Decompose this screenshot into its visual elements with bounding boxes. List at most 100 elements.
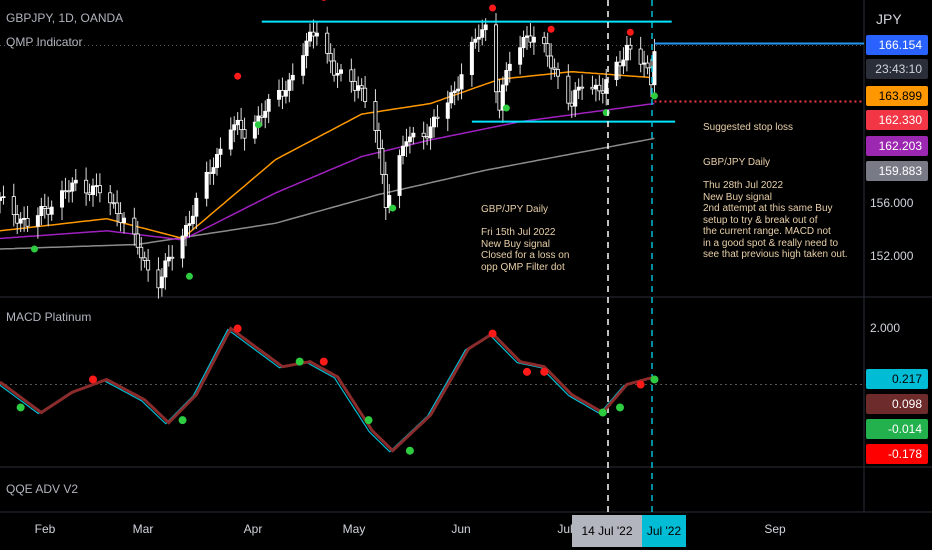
- price-tag-countdown: 23:43:10: [866, 59, 928, 79]
- candle-body: [235, 119, 240, 126]
- candle-body: [335, 73, 340, 76]
- candle-body: [435, 116, 440, 119]
- candle-body: [642, 62, 647, 65]
- candle-body: [232, 124, 237, 131]
- candle-body: [39, 205, 44, 216]
- candle-body: [556, 69, 561, 77]
- candle-body: [459, 74, 464, 90]
- price-tag-purple: 162.203: [866, 136, 928, 156]
- candle-body: [411, 132, 416, 138]
- qmp-buy-dot: [254, 121, 262, 129]
- candle-body: [242, 129, 247, 139]
- qmp-buy-dot: [30, 245, 38, 253]
- x-highlight-jul22: Jul '22: [642, 515, 686, 547]
- price-tag-last: 166.154: [866, 35, 928, 55]
- price-tag-stop: 162.330: [866, 110, 928, 130]
- candle-body: [194, 197, 199, 217]
- candle-body: [301, 55, 306, 76]
- qmp-sell-dot: [626, 28, 634, 36]
- candle-body: [287, 79, 292, 91]
- macd-buy-dot: [650, 375, 659, 384]
- candle-body: [445, 102, 450, 119]
- candle-body: [349, 69, 354, 82]
- candle-body: [118, 213, 123, 223]
- qqe-pane-label[interactable]: QQE ADV V2: [6, 482, 79, 496]
- candle-body: [132, 217, 137, 235]
- candle-body: [115, 202, 120, 215]
- candle-body: [614, 61, 619, 80]
- candle-body: [600, 90, 605, 94]
- annotation-jul15: GBP/JPY Daily Fri 15th Jul 2022 New Buy …: [481, 204, 570, 273]
- x-label-jul: Jul: [557, 522, 573, 536]
- candle-body: [407, 136, 412, 143]
- candle-body: [373, 101, 378, 131]
- candle-body: [252, 121, 257, 139]
- x-label-sep: Sep: [764, 522, 786, 536]
- price-tag-ema: 163.899: [866, 86, 928, 106]
- candle-body: [60, 190, 65, 208]
- candle-body: [525, 35, 530, 38]
- candle-body: [159, 276, 164, 289]
- candle-body: [208, 171, 213, 174]
- candle-body: [338, 69, 343, 74]
- candle-body: [597, 84, 602, 92]
- macd-sell-dot: [488, 329, 497, 338]
- candle-body: [111, 202, 116, 205]
- candle-body: [500, 84, 505, 111]
- candle-body: [325, 32, 330, 54]
- candle-body: [569, 102, 574, 107]
- candle-body: [314, 32, 319, 37]
- candle-body: [211, 167, 216, 174]
- macd-tag-1: 0.217: [866, 369, 928, 389]
- qmp-buy-dot: [650, 92, 658, 100]
- macd-buy-dot: [598, 408, 607, 417]
- candle-body: [187, 223, 192, 226]
- candle-body: [49, 206, 54, 215]
- candle-body: [214, 154, 219, 168]
- candle-body: [290, 74, 295, 81]
- macd-buy-dot: [364, 416, 373, 425]
- indicator-label[interactable]: QMP Indicator: [6, 35, 83, 49]
- candle-body: [1, 196, 6, 198]
- candle-body: [652, 51, 657, 86]
- currency-label: JPY: [876, 11, 902, 27]
- candle-body: [528, 35, 533, 43]
- candle-body: [621, 59, 626, 67]
- candle-body: [70, 182, 75, 192]
- candle-body: [63, 190, 68, 193]
- x-highlight-14jul: 14 Jul '22: [572, 515, 642, 547]
- qmp-sell-dot: [234, 72, 242, 80]
- macd-tick-2: 2.000: [870, 321, 901, 335]
- candle-body: [521, 37, 526, 49]
- macd-line: [0, 326, 655, 453]
- candle-body: [473, 38, 478, 43]
- macd-buy-dot: [16, 403, 25, 412]
- candle-body: [84, 179, 89, 194]
- candle-body: [332, 60, 337, 76]
- candle-body: [428, 126, 433, 139]
- candle-body: [94, 185, 99, 187]
- candle-body: [190, 215, 195, 225]
- candle-body: [259, 115, 264, 118]
- candle-body: [142, 257, 147, 261]
- candle-body: [359, 85, 364, 89]
- macd-sell-dot: [233, 324, 242, 333]
- candle-body: [0, 196, 3, 201]
- candle-body: [552, 67, 557, 70]
- qmp-sell-dot: [321, 0, 327, 1]
- candle-body: [156, 269, 161, 289]
- macd-pane-label[interactable]: MACD Platinum: [6, 310, 92, 324]
- candle-body: [542, 36, 547, 45]
- candle-body: [25, 218, 30, 227]
- candle-body: [204, 171, 209, 199]
- candle-body: [549, 55, 554, 69]
- price-tick-156: 156.000: [870, 196, 914, 210]
- symbol-title[interactable]: GBPJPY, 1D, OANDA: [6, 11, 124, 25]
- candle-body: [228, 129, 233, 150]
- macd-tag-4: -0.178: [866, 444, 928, 464]
- macd-sell-dot: [523, 367, 531, 376]
- candle-body: [108, 192, 113, 204]
- candle-body: [11, 196, 16, 216]
- candle-body: [91, 185, 96, 196]
